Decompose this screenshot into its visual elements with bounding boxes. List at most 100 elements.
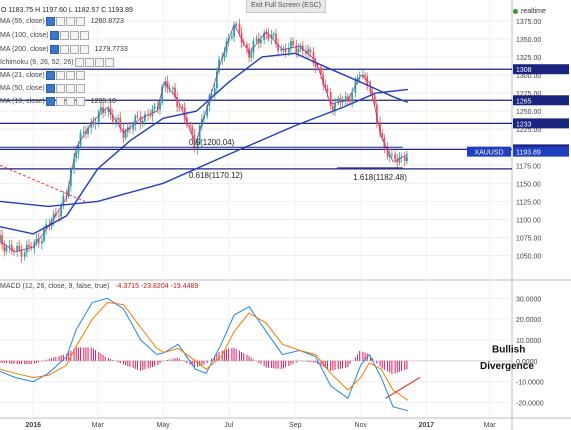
move-icon[interactable]: [69, 44, 79, 54]
candle-body: [153, 106, 156, 109]
settings-icon[interactable]: [49, 44, 59, 54]
candle-body: [270, 34, 273, 40]
close-icon[interactable]: [75, 96, 85, 106]
move-icon[interactable]: [94, 57, 104, 67]
exit-full-screen-button[interactable]: Exit Full Screen (ESC): [246, 0, 326, 13]
indicator-row-ma55[interactable]: MA (55, close) 1260.8723: [0, 16, 124, 27]
ma-10-line: [0, 23, 409, 253]
candle-body: [111, 114, 114, 122]
time-tick-label: Jul: [224, 422, 233, 429]
candle-body: [362, 74, 364, 77]
macd-legend[interactable]: MACD (12, 26, close, 9, false, true) -4.…: [0, 283, 198, 290]
candle-body: [349, 99, 351, 102]
candle-body: [35, 238, 38, 242]
indicator-label: MA (10, close): [0, 98, 45, 105]
candle-body: [67, 186, 70, 197]
macd-label: MACD (12, 26, close, 9, false, true): [0, 283, 110, 290]
settings-icon[interactable]: [45, 96, 55, 106]
candle-body: [252, 41, 255, 53]
indicator-row-ma50[interactable]: MA (50, close): [0, 83, 85, 94]
candle-body: [406, 156, 408, 162]
histogram-value: -19.4489: [170, 283, 199, 290]
visibility-icon[interactable]: [55, 96, 65, 106]
candle-body: [52, 213, 55, 221]
move-icon[interactable]: [65, 70, 75, 80]
settings-icon[interactable]: [49, 30, 59, 40]
indicator-row-ma200[interactable]: MA (200, close) 1279.7733: [0, 44, 128, 55]
fib-label-05: 0.5(1200.04): [189, 138, 235, 147]
candle-body: [381, 133, 384, 138]
visibility-icon[interactable]: [84, 57, 94, 67]
visibility-icon[interactable]: [59, 44, 69, 54]
visibility-icon[interactable]: [55, 70, 65, 80]
visibility-icon[interactable]: [55, 16, 65, 26]
move-icon[interactable]: [65, 96, 75, 106]
indicator-row-ma10[interactable]: MA (10, close) 1205.10: [0, 96, 116, 107]
indicator-label: MA (21, close): [0, 72, 45, 79]
time-axis: 2016 Mar May Jul Sep Nov 2017 Mar: [25, 422, 496, 429]
candle-body: [379, 122, 381, 134]
realtime-indicator[interactable]: realtime: [513, 8, 546, 15]
indicator-value: 1260.8723: [90, 18, 124, 25]
candle-body: [92, 121, 95, 125]
candle-body: [309, 49, 312, 53]
macd-tick-label: -10.0000: [516, 380, 544, 387]
move-icon[interactable]: [69, 30, 79, 40]
close-icon[interactable]: [79, 30, 89, 40]
settings-icon[interactable]: [74, 57, 84, 67]
candle-body: [198, 125, 201, 142]
time-tick-label: Mar: [92, 422, 105, 429]
indicator-label: MA (200, close): [0, 46, 49, 53]
indicator-row-ichimoku[interactable]: Ichimoku (9, 26, 52, 26): [0, 57, 114, 68]
close-icon[interactable]: [104, 57, 114, 67]
settings-icon[interactable]: [45, 16, 55, 26]
candle-body: [0, 235, 1, 242]
candle-body: [396, 159, 399, 163]
indicator-row-ma100[interactable]: MA (100, close): [0, 30, 95, 41]
close-icon[interactable]: [75, 83, 85, 93]
candle-body: [117, 117, 120, 120]
candle-body: [10, 245, 13, 252]
candle-body: [139, 116, 142, 124]
candle-body: [307, 49, 310, 54]
visibility-icon[interactable]: [59, 30, 69, 40]
candle-body: [37, 238, 40, 244]
candle-body: [301, 45, 304, 51]
close-icon[interactable]: [75, 16, 85, 26]
settings-icon[interactable]: [45, 83, 55, 93]
candle-body: [369, 86, 372, 93]
candle-body: [171, 87, 174, 89]
candle-body: [183, 107, 186, 118]
candle-body: [373, 94, 376, 105]
settings-icon[interactable]: [45, 70, 55, 80]
move-icon[interactable]: [65, 83, 75, 93]
ohlc-readout: O 1183.75 H 1197.60 L 1182.57 C 1193.89: [1, 7, 133, 14]
candle-body: [82, 131, 85, 133]
candle-body: [94, 122, 97, 125]
candle-body: [233, 26, 235, 37]
candle-body: [223, 52, 226, 58]
candle-body: [255, 38, 258, 42]
ma-slow-line: [0, 88, 409, 208]
candle-body: [60, 204, 63, 217]
macd-line: [0, 297, 409, 412]
candle-body: [394, 154, 397, 160]
move-icon[interactable]: [65, 16, 75, 26]
time-tick-label: 2016: [25, 422, 41, 429]
time-tick-label: 2017: [418, 422, 434, 429]
candle-body: [174, 87, 176, 98]
candle-body: [136, 116, 139, 117]
candle-body: [218, 59, 220, 72]
price-tick-label: 1300.00: [516, 73, 541, 80]
price-tick-label: 1100.00: [516, 217, 541, 224]
candle-body: [386, 147, 389, 157]
indicator-row-ma21[interactable]: MA (21, close): [0, 70, 85, 81]
candle-body: [225, 41, 228, 53]
visibility-icon[interactable]: [55, 83, 65, 93]
close-icon[interactable]: [75, 70, 85, 80]
candle-body: [149, 115, 152, 117]
close-icon[interactable]: [79, 44, 89, 54]
candle-body: [62, 195, 65, 205]
candle-body: [354, 80, 357, 94]
candle-body: [213, 88, 216, 95]
